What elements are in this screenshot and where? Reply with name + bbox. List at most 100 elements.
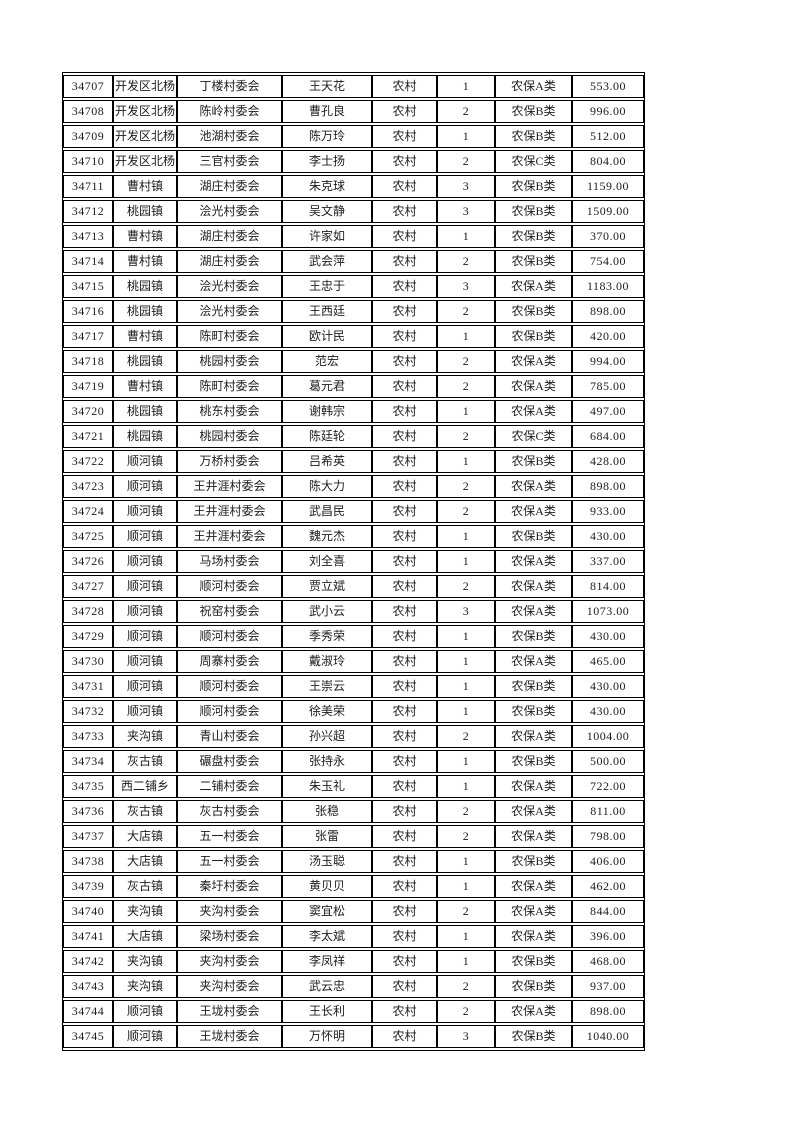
- table-row: 34745 顺河镇 王垅村委会 万怀明 农村 3 农保B类 1040.00: [63, 1025, 645, 1048]
- town-cell: 大店镇: [113, 850, 178, 873]
- village-committee-cell: 梁场村委会: [177, 925, 283, 948]
- village-committee-cell: 王垅村委会: [177, 1025, 283, 1048]
- village-committee-cell: 顺河村委会: [177, 625, 283, 648]
- count-cell: 1: [437, 125, 496, 148]
- town-cell: 顺河镇: [113, 550, 178, 573]
- amount-cell: 430.00: [572, 700, 645, 723]
- person-name-cell: 魏元杰: [282, 525, 373, 548]
- amount-cell: 497.00: [572, 400, 645, 423]
- table-row: 34717 曹村镇 陈町村委会 欧计民 农村 1 农保B类 420.00: [63, 325, 645, 348]
- insurance-category-cell: 农保A类: [495, 775, 573, 798]
- amount-cell: 1159.00: [572, 175, 645, 198]
- table-row: 34731 顺河镇 顺河村委会 王崇云 农村 1 农保B类 430.00: [63, 675, 645, 698]
- town-cell: 桃园镇: [113, 425, 178, 448]
- table-row: 34743 夹沟镇 夹沟村委会 武云忠 农村 2 农保B类 937.00: [63, 975, 645, 998]
- serial-number-cell: 34717: [63, 325, 113, 348]
- village-committee-cell: 马场村委会: [177, 550, 283, 573]
- count-cell: 2: [437, 475, 496, 498]
- table-row: 34741 大店镇 梁场村委会 李太斌 农村 1 农保A类 396.00: [63, 925, 645, 948]
- person-name-cell: 戴淑玲: [282, 650, 373, 673]
- count-cell: 2: [437, 825, 496, 848]
- serial-number-cell: 34716: [63, 300, 113, 323]
- table-row: 34716 桃园镇 浍光村委会 王西廷 农村 2 农保B类 898.00: [63, 300, 645, 323]
- table-row: 34720 桃园镇 桃东村委会 谢韩宗 农村 1 农保A类 497.00: [63, 400, 645, 423]
- data-table: 34707 开发区北杨 丁楼村委会 王天花 农村 1 农保A类 553.00 34708 开发区北…: [62, 72, 646, 1051]
- village-committee-cell: 祝窑村委会: [177, 600, 283, 623]
- village-committee-cell: 湖庄村委会: [177, 225, 283, 248]
- residence-type-cell: 农村: [372, 400, 438, 423]
- insurance-category-cell: 农保B类: [495, 200, 573, 223]
- residence-type-cell: 农村: [372, 875, 438, 898]
- town-cell: 桃园镇: [113, 275, 178, 298]
- town-cell: 桃园镇: [113, 350, 178, 373]
- serial-number-cell: 34718: [63, 350, 113, 373]
- table-row: 34734 灰古镇 碾盘村委会 张持永 农村 1 农保B类 500.00: [63, 750, 645, 773]
- residence-type-cell: 农村: [372, 500, 438, 523]
- person-name-cell: 王长利: [282, 1000, 373, 1023]
- village-committee-cell: 万桥村委会: [177, 450, 283, 473]
- village-committee-cell: 顺河村委会: [177, 675, 283, 698]
- count-cell: 1: [437, 75, 496, 98]
- serial-number-cell: 34720: [63, 400, 113, 423]
- count-cell: 1: [437, 750, 496, 773]
- town-cell: 顺河镇: [113, 600, 178, 623]
- town-cell: 顺河镇: [113, 1025, 178, 1048]
- residence-type-cell: 农村: [372, 725, 438, 748]
- insurance-category-cell: 农保B类: [495, 175, 573, 198]
- insurance-category-cell: 农保A类: [495, 575, 573, 598]
- serial-number-cell: 34728: [63, 600, 113, 623]
- amount-cell: 553.00: [572, 75, 645, 98]
- count-cell: 2: [437, 150, 496, 173]
- person-name-cell: 张持永: [282, 750, 373, 773]
- count-cell: 1: [437, 225, 496, 248]
- village-committee-cell: 陈町村委会: [177, 325, 283, 348]
- person-name-cell: 武会萍: [282, 250, 373, 273]
- village-committee-cell: 浍光村委会: [177, 275, 283, 298]
- person-name-cell: 陈万玲: [282, 125, 373, 148]
- amount-cell: 370.00: [572, 225, 645, 248]
- amount-cell: 406.00: [572, 850, 645, 873]
- amount-cell: 937.00: [572, 975, 645, 998]
- person-name-cell: 朱克球: [282, 175, 373, 198]
- insurance-category-cell: 农保A类: [495, 550, 573, 573]
- amount-cell: 465.00: [572, 650, 645, 673]
- insurance-category-cell: 农保A类: [495, 475, 573, 498]
- amount-cell: 933.00: [572, 500, 645, 523]
- person-name-cell: 范宏: [282, 350, 373, 373]
- table-row: 34719 曹村镇 陈町村委会 葛元君 农村 2 农保A类 785.00: [63, 375, 645, 398]
- count-cell: 1: [437, 625, 496, 648]
- table-row: 34712 桃园镇 浍光村委会 吴文静 农村 3 农保B类 1509.00: [63, 200, 645, 223]
- table-row: 34742 夹沟镇 夹沟村委会 李凤祥 农村 1 农保B类 468.00: [63, 950, 645, 973]
- person-name-cell: 欧计民: [282, 325, 373, 348]
- residence-type-cell: 农村: [372, 525, 438, 548]
- town-cell: 大店镇: [113, 925, 178, 948]
- person-name-cell: 王忠于: [282, 275, 373, 298]
- serial-number-cell: 34714: [63, 250, 113, 273]
- residence-type-cell: 农村: [372, 175, 438, 198]
- residence-type-cell: 农村: [372, 250, 438, 273]
- count-cell: 2: [437, 1000, 496, 1023]
- insurance-category-cell: 农保B类: [495, 625, 573, 648]
- count-cell: 1: [437, 925, 496, 948]
- residence-type-cell: 农村: [372, 425, 438, 448]
- amount-cell: 1040.00: [572, 1025, 645, 1048]
- residence-type-cell: 农村: [372, 775, 438, 798]
- town-cell: 开发区北杨: [113, 125, 178, 148]
- amount-cell: 512.00: [572, 125, 645, 148]
- amount-cell: 798.00: [572, 825, 645, 848]
- village-committee-cell: 陈岭村委会: [177, 100, 283, 123]
- residence-type-cell: 农村: [372, 150, 438, 173]
- town-cell: 顺河镇: [113, 700, 178, 723]
- residence-type-cell: 农村: [372, 650, 438, 673]
- amount-cell: 844.00: [572, 900, 645, 923]
- person-name-cell: 武小云: [282, 600, 373, 623]
- insurance-category-cell: 农保A类: [495, 375, 573, 398]
- insurance-category-cell: 农保B类: [495, 750, 573, 773]
- person-name-cell: 王天花: [282, 75, 373, 98]
- town-cell: 曹村镇: [113, 225, 178, 248]
- insurance-category-cell: 农保B类: [495, 525, 573, 548]
- insurance-category-cell: 农保B类: [495, 975, 573, 998]
- table-row: 34722 顺河镇 万桥村委会 吕希英 农村 1 农保B类 428.00: [63, 450, 645, 473]
- village-committee-cell: 二铺村委会: [177, 775, 283, 798]
